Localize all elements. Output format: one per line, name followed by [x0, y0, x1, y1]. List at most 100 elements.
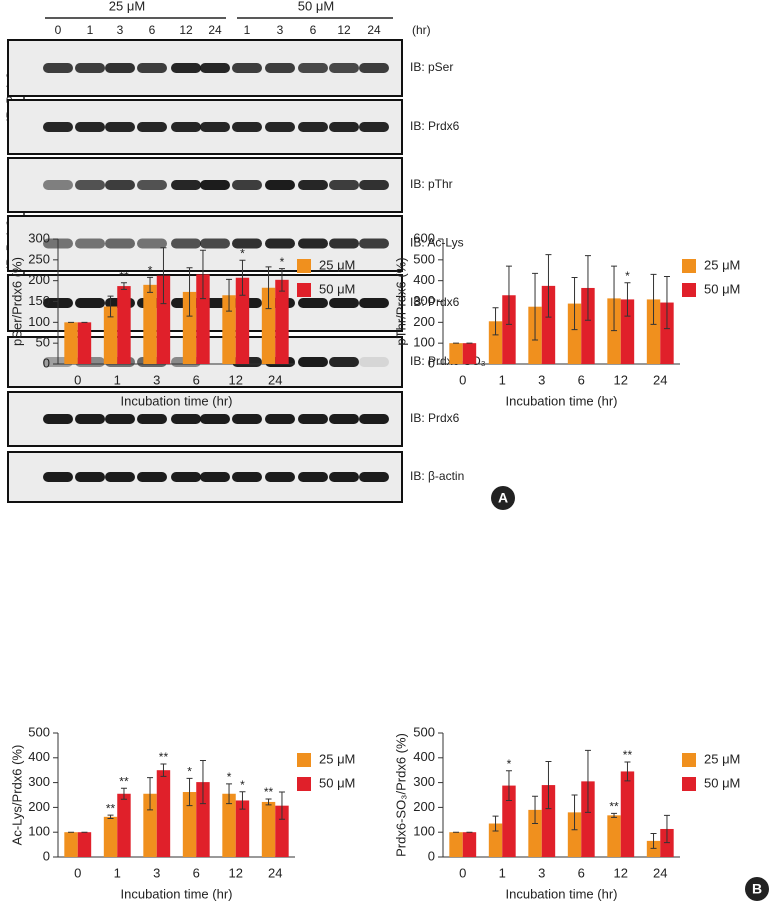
legend-label: 25 μM — [704, 751, 740, 766]
blot-band — [105, 238, 135, 249]
blot-band — [329, 298, 359, 308]
dose-label: 50 μM — [298, 0, 334, 13]
x-axis-title: Incubation time (hr) — [121, 886, 233, 901]
bar — [143, 284, 157, 364]
blot-band — [200, 414, 230, 424]
blot-row-label: IB: pSer — [410, 60, 453, 74]
x-tick-label: 1 — [114, 372, 121, 387]
blot-row-label: IB: Ac-Lys — [410, 236, 464, 250]
error-bar — [663, 814, 670, 844]
lane-label: 24 — [367, 23, 381, 37]
bar — [261, 801, 276, 857]
blot-band — [200, 63, 230, 73]
error-bar — [199, 249, 206, 300]
x-tick-label: 24 — [268, 865, 282, 880]
bar — [567, 303, 582, 364]
blot-band — [265, 472, 295, 482]
blot-band — [43, 122, 73, 132]
bar — [143, 793, 157, 857]
blot-band — [359, 122, 389, 132]
error-bar — [505, 770, 512, 801]
bar — [607, 815, 621, 857]
blot-band — [75, 472, 105, 482]
legend-label: 50 μM — [319, 281, 355, 296]
blot-band — [298, 63, 328, 73]
lane-label: 1 — [244, 23, 251, 37]
error-bar — [650, 273, 657, 325]
x-tick-label: 6 — [193, 865, 200, 880]
blot-band — [232, 238, 262, 249]
bar — [581, 781, 595, 857]
lane-label: 3 — [277, 23, 284, 37]
significance: * — [240, 778, 245, 792]
x-tick-label: 3 — [153, 372, 160, 387]
x-tick-label: 3 — [153, 865, 160, 880]
y-tick-label: 100 — [28, 314, 50, 329]
blot-band — [232, 180, 262, 190]
x-tick-label: 1 — [499, 865, 506, 880]
lane-label: 12 — [337, 23, 351, 37]
bar — [235, 277, 250, 364]
y-tick-label: 500 — [413, 724, 435, 739]
x-axis-title: Incubation time (hr) — [121, 393, 233, 408]
error-bar — [147, 276, 154, 293]
legend-label: 50 μM — [319, 775, 355, 790]
y-axis-title: Ac-Lys/Prdx6 (%) — [9, 745, 24, 846]
bar — [646, 299, 661, 364]
blot-band — [298, 122, 328, 132]
legend-swatch — [682, 283, 696, 297]
bar — [182, 792, 197, 857]
blot-row-label: IB: Prdx6 — [410, 411, 460, 425]
legend-label: 50 μM — [704, 775, 740, 790]
blot-band — [43, 414, 73, 424]
significance: ** — [119, 269, 129, 283]
y-tick-label: 0 — [43, 355, 50, 370]
error-bar — [545, 761, 552, 810]
significance: * — [280, 255, 285, 269]
y-tick-label: 200 — [413, 799, 435, 814]
lane-label: 3 — [117, 23, 124, 37]
bar — [462, 343, 477, 364]
error-bar — [107, 814, 114, 820]
y-tick-label: 100 — [28, 824, 50, 839]
panel-label: B — [752, 881, 762, 897]
blot-band — [200, 180, 230, 190]
blot-band — [171, 180, 201, 190]
bar — [567, 812, 582, 857]
error-bar — [278, 268, 285, 292]
y-tick-label: 200 — [28, 272, 50, 287]
blot-band — [200, 238, 230, 249]
blot-band — [171, 122, 201, 132]
bar — [196, 274, 210, 364]
y-tick-label: 400 — [413, 749, 435, 764]
blot-band — [265, 414, 295, 424]
error-bar — [226, 278, 233, 312]
legend-swatch — [682, 777, 696, 791]
blot-band — [105, 63, 135, 73]
legend-label: 25 μM — [319, 257, 355, 272]
y-tick-label: 300 — [28, 774, 50, 789]
legend-swatch — [297, 777, 311, 791]
error-bar — [278, 791, 285, 820]
error-bar — [492, 815, 499, 832]
significance: ** — [264, 785, 274, 799]
blot-band — [329, 238, 359, 249]
error-bar — [265, 798, 272, 806]
blot-band — [359, 472, 389, 482]
blot-band — [105, 180, 135, 190]
error-bar — [186, 267, 193, 317]
x-tick-label: 1 — [114, 865, 121, 880]
blot-row-label: IB: Prdx6 — [410, 295, 460, 309]
blot-band — [105, 472, 135, 482]
blot-band — [298, 180, 328, 190]
blot-band — [171, 472, 201, 482]
error-bar — [650, 832, 657, 849]
legend-swatch — [297, 283, 311, 297]
blot-band — [171, 238, 201, 249]
y-tick-label: 50 — [36, 335, 50, 350]
significance: * — [187, 765, 192, 779]
bar — [77, 322, 92, 364]
x-tick-label: 6 — [578, 865, 585, 880]
x-tick-label: 3 — [538, 865, 545, 880]
